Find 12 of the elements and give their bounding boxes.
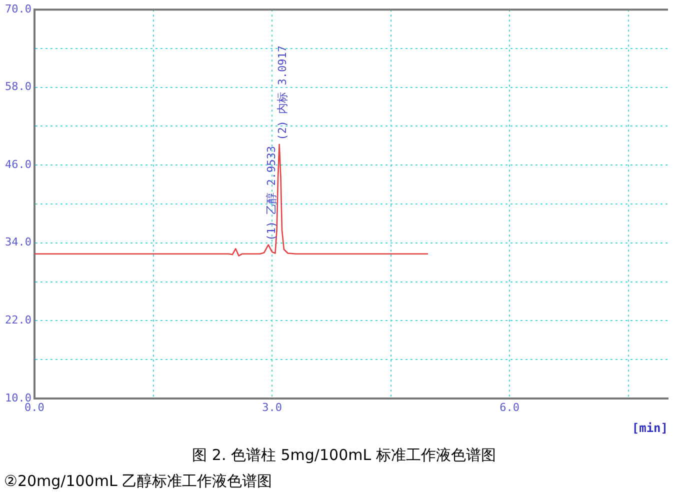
y-tick-label: 22.0 xyxy=(4,314,32,326)
y-tick-label: 70.0 xyxy=(4,2,32,16)
y-tick-label: 34.0 xyxy=(4,236,32,249)
x-axis-title: [min] xyxy=(632,420,668,435)
text: ②20mg/100mL 乙醇标准工作液色谱图 xyxy=(4,472,272,491)
caption: 图 2. 色谱柱 5mg/100mL 标准工作液色谱图 xyxy=(191,446,497,465)
x-tick-label: 6.0 xyxy=(500,400,520,414)
y-tick-label: 58.0 xyxy=(4,80,32,94)
annotation: (2) 内标 3.0917 xyxy=(276,46,290,140)
annotation: (1) 乙醇 2.9533 xyxy=(265,146,278,241)
x-tick-label: 3.0 xyxy=(262,400,282,414)
y-tick-label: 46.0 xyxy=(4,158,32,171)
